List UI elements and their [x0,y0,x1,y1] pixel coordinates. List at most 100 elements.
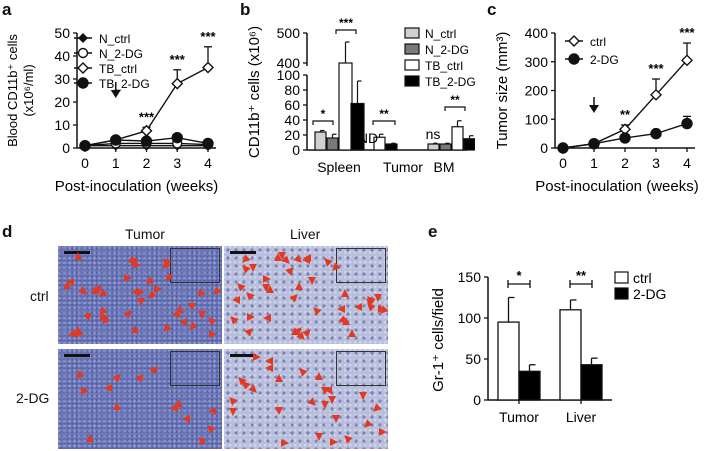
red-arrow-icon [188,302,197,311]
legend-swatch [614,287,629,300]
red-arrow-icon [131,325,140,334]
data-point-marker [110,134,122,146]
data-point-marker [619,132,631,144]
x-tick-label: Liver [566,409,597,425]
red-arrow-icon [204,421,216,434]
red-arrow-icon [135,371,147,383]
significance-label: *** [679,25,695,40]
red-arrow-icon [331,415,340,424]
y-tick-label: 100 [525,111,549,127]
panel-label-d: d [2,222,13,241]
bar-N_2-DG [326,137,339,151]
data-point-marker [650,88,662,101]
red-arrow-icon [242,289,255,301]
x-tick-label: BM [434,159,455,175]
red-arrow-icon [321,400,330,409]
significance-label: * [516,268,522,283]
red-arrow-icon [186,320,198,333]
red-arrow-icon [275,407,284,416]
y-tick-label: 80 [284,82,300,98]
bar-ctrl [497,321,520,401]
legend-swatch [404,75,420,87]
legend-label: N_2-DG [99,47,143,61]
red-arrow-icon [234,280,246,292]
data-point-marker [650,127,662,140]
y-axis-label-units: (x10⁶/ml) [21,64,36,116]
panel-label-a: a [2,0,12,19]
red-arrow-icon [261,283,270,292]
red-arrow-icon [226,394,238,406]
data-point-marker [557,142,569,154]
red-arrow-icon [78,286,91,298]
red-arrow-icon [73,369,85,382]
y-tick-label: 500 [277,25,301,41]
red-arrow-icon [130,257,139,266]
red-arrow-icon [122,306,135,319]
red-arrow-icon [247,384,260,396]
red-arrow-icon [182,415,191,424]
legend-swatch [404,43,420,55]
red-arrow-icon [263,275,271,284]
legend-label: TB_ctrl [425,59,463,73]
scale-bar [230,354,256,357]
bar-N_ctrl [427,143,440,151]
red-arrow-icon [113,401,121,410]
red-arrow-icon [354,303,363,312]
significance-label: *** [170,52,186,67]
bar-TB_2-DG [385,143,398,151]
legend-marker [568,35,580,47]
legend-label: N_ctrl [425,27,456,41]
col-title-tumor: Tumor [125,226,165,242]
bar-2-DG [580,364,603,401]
red-arrow-icon [210,286,222,298]
red-arrow-icon [247,312,256,321]
x-axis-label: Post-inoculation (weeks) [535,178,698,195]
significance-label: ** [379,107,389,121]
histology-liver-2dg [224,349,388,449]
legend-swatch [404,27,420,39]
x-tick-label: 2 [621,155,629,171]
bar-N_ctrl [314,131,327,151]
red-arrow-icon [130,287,139,296]
significance-label: *** [139,109,155,124]
red-arrow-icon [340,432,353,445]
red-arrow-icon [340,289,349,298]
series-TB_2-DG [79,131,214,152]
y-tick-label: 400 [277,55,301,71]
y-tick-label: 20 [284,127,300,143]
x-tick-label: 0 [81,155,89,171]
histology-liver-ctrl [224,246,388,344]
red-arrow-icon [361,419,373,431]
red-arrow-icon [194,288,207,301]
y-tick-label: 40 [284,112,300,128]
legend-marker [78,33,88,43]
bar-TB_2-DG [463,138,475,151]
x-tick-label: 2 [143,155,151,171]
red-arrow-icon [314,371,323,380]
panel-label-b: b [240,0,251,19]
significance-label: *** [339,16,353,30]
magnified-inset [170,351,220,386]
data-point-marker [588,137,600,150]
bar-TB_ctrl [451,126,464,151]
x-tick-label: 4 [683,155,691,171]
red-arrow-icon [205,314,217,326]
y-tick-label: 30 [54,71,70,87]
not-significant-label: ns [426,126,441,142]
legend-swatch [614,271,629,284]
red-arrow-icon [244,325,256,337]
y-axis-label: Blood CD11b⁺ cells [5,34,20,147]
red-arrow-icon [342,317,351,326]
row-label-ctrl: ctrl [30,288,49,304]
significance-bracket [372,120,396,125]
red-arrow-icon [278,252,287,261]
significance-bracket [444,106,466,111]
red-arrow-icon [328,396,337,405]
bar-ctrl [559,309,582,401]
y-tick-label: 100 [277,67,301,83]
y-tick-label: 300 [525,54,549,70]
red-arrow-icon [265,363,274,372]
y-tick-label: 0 [62,140,70,156]
legend-label: TB_ctrl [99,62,137,76]
red-arrow-icon [263,313,272,322]
